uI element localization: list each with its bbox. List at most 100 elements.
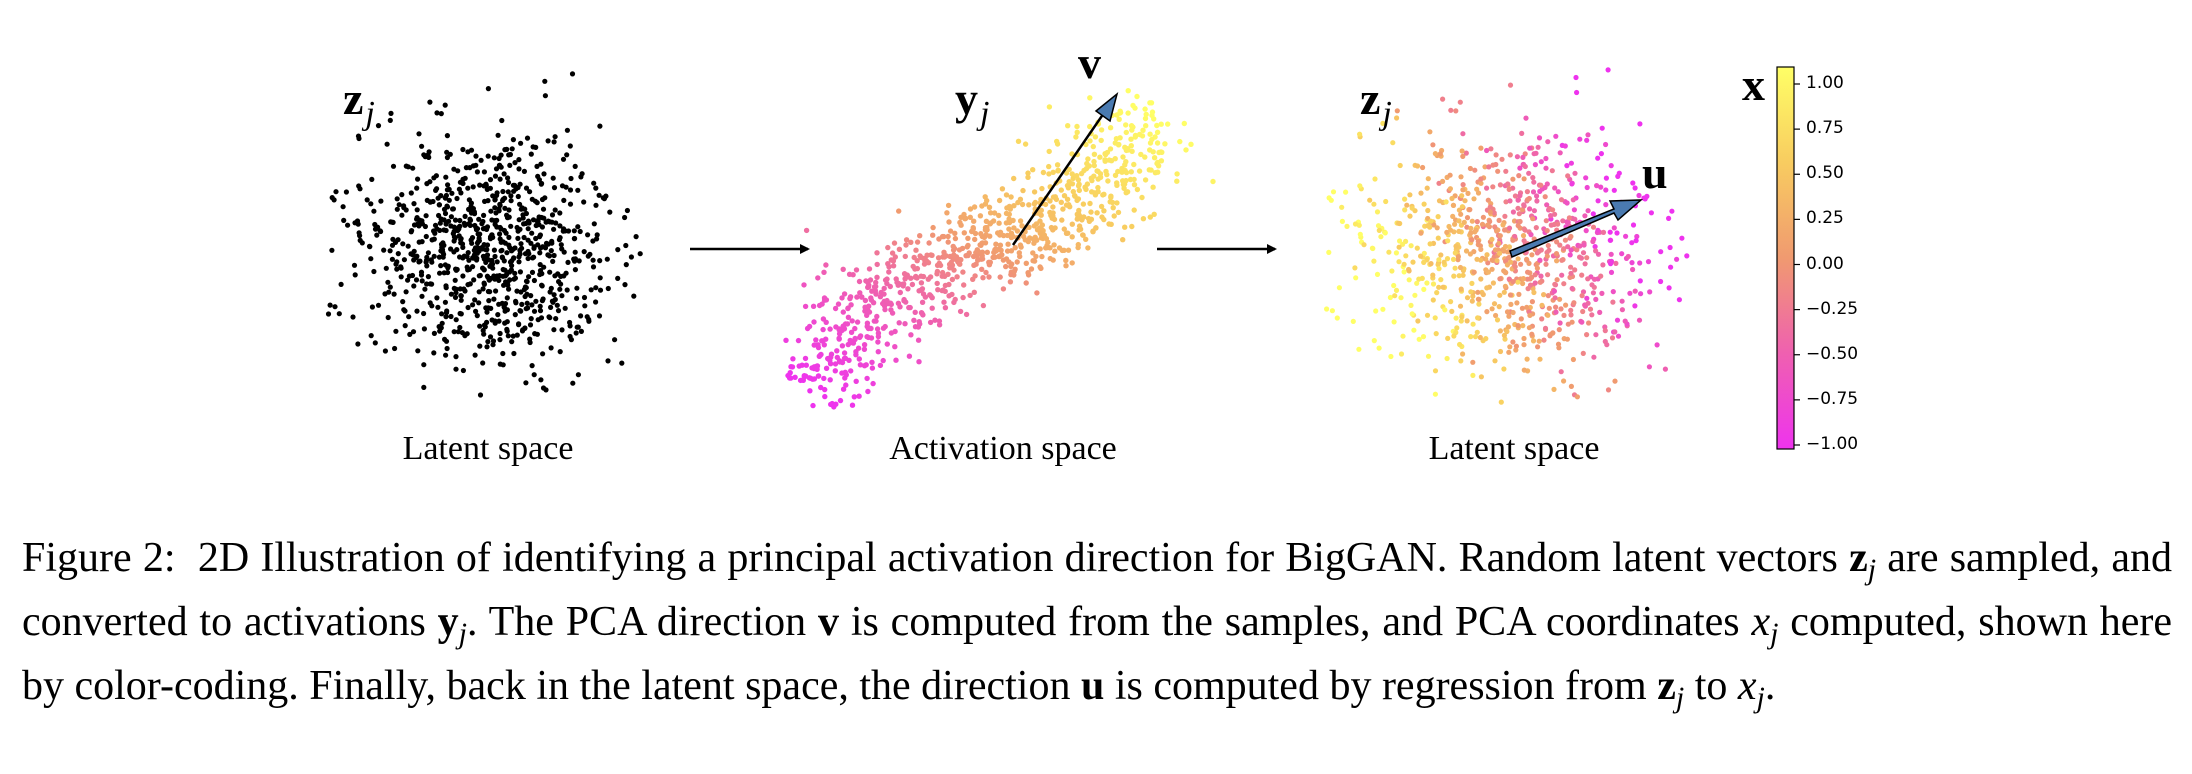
scatter-point: [1339, 204, 1345, 210]
scatter-point: [1493, 312, 1499, 319]
scatter-point: [854, 294, 860, 300]
scatter-point: [1515, 279, 1521, 285]
scatter-point: [1094, 210, 1100, 216]
scatter-point: [1453, 108, 1459, 114]
scatter-point: [427, 99, 433, 105]
scatter-point: [329, 195, 335, 201]
scatter-point: [525, 305, 531, 311]
scatter-point: [498, 164, 504, 170]
scatter-point: [875, 339, 881, 345]
scatter-point: [1574, 89, 1580, 96]
scatter-point: [1418, 230, 1424, 236]
scatter-point: [408, 251, 414, 257]
scatter-point: [1108, 193, 1114, 199]
scatter-point: [510, 137, 516, 143]
scatter-point: [1123, 159, 1129, 165]
scatter-point: [1484, 147, 1490, 154]
scatter-point: [1424, 280, 1430, 286]
scatter-point: [356, 183, 362, 189]
scatter-point: [1485, 222, 1491, 228]
scatter-point: [591, 180, 597, 186]
scatter-point: [454, 266, 460, 273]
scatter-point: [1565, 321, 1571, 327]
scatter-point: [1076, 187, 1083, 194]
scatter-point: [930, 232, 936, 238]
scatter-point: [1156, 149, 1162, 156]
scatter-point: [1630, 266, 1636, 273]
scatter-point: [816, 302, 823, 309]
scatter-point: [1507, 82, 1514, 88]
scatter-point: [1530, 338, 1537, 344]
scatter-point: [408, 190, 414, 196]
scatter-point: [1593, 296, 1599, 302]
scatter-point: [1464, 224, 1470, 230]
scatter-point: [1396, 244, 1402, 250]
scatter-point: [886, 269, 892, 275]
scatter-point: [1529, 299, 1535, 305]
scatter-point: [1098, 203, 1105, 210]
scatter-point: [1550, 330, 1556, 336]
scatter-point: [368, 333, 374, 339]
scatter-point: [457, 217, 463, 224]
scatter-point: [912, 274, 919, 280]
scatter-point: [1636, 317, 1643, 323]
scatter-point: [1357, 131, 1363, 137]
scatter-point: [997, 242, 1004, 248]
scatter-point: [1060, 206, 1066, 212]
scatter-point: [1543, 218, 1549, 224]
scatter-point: [1496, 240, 1502, 246]
scatter-point: [492, 318, 498, 324]
scatter-point: [1125, 88, 1131, 94]
scatter-point: [1521, 342, 1527, 348]
scatter-point: [1492, 247, 1499, 253]
scatter-point: [1467, 251, 1473, 257]
scatter-point: [480, 360, 486, 366]
scatter-point: [903, 242, 909, 248]
scatter-point: [1648, 210, 1654, 216]
scatter-point: [468, 208, 474, 215]
scatter-point: [839, 295, 845, 301]
scatter-point: [1485, 260, 1491, 266]
scatter-point: [1380, 120, 1386, 126]
scatter-point: [460, 367, 466, 374]
scatter-point: [453, 354, 459, 360]
scatter-point: [1149, 136, 1155, 143]
scatter-point: [435, 304, 441, 310]
scatter-point: [425, 274, 431, 280]
scatter-point: [1630, 180, 1636, 186]
scatter-point: [571, 236, 578, 242]
scatter-point: [332, 304, 338, 310]
scatter-point: [568, 337, 575, 343]
scatter-point: [983, 269, 989, 276]
scatter-point: [1582, 213, 1588, 219]
scatter-point: [443, 352, 449, 358]
scatter-point: [542, 93, 549, 99]
scatter-point: [594, 232, 600, 238]
scatter-point: [372, 340, 378, 346]
scatter-point: [1489, 236, 1495, 242]
scatter-point: [556, 237, 563, 243]
scatter-point: [970, 276, 976, 282]
scatter-point: [1524, 276, 1530, 282]
scatter-point: [1552, 185, 1558, 191]
scatter-point: [539, 282, 545, 288]
scatter-point: [1471, 269, 1477, 275]
scatter-point: [1645, 259, 1652, 265]
scatter-point: [481, 169, 487, 175]
scatter-point: [912, 309, 918, 315]
scatter-point: [1421, 250, 1427, 256]
scatter-point: [416, 131, 422, 137]
scatter-point: [1489, 257, 1495, 263]
scatter-point: [1115, 209, 1122, 216]
scatter-point: [1479, 221, 1486, 227]
scatter-point: [947, 265, 953, 271]
scatter-point: [537, 232, 544, 238]
scatter-point: [1619, 251, 1625, 257]
scatter-point: [1414, 245, 1420, 251]
scatter-point: [1499, 156, 1505, 162]
scatter-point: [488, 208, 494, 214]
var-label-u: u: [1642, 147, 1668, 198]
scatter-point: [390, 163, 397, 169]
scatter-point: [505, 175, 511, 181]
scatter-point: [844, 321, 851, 327]
